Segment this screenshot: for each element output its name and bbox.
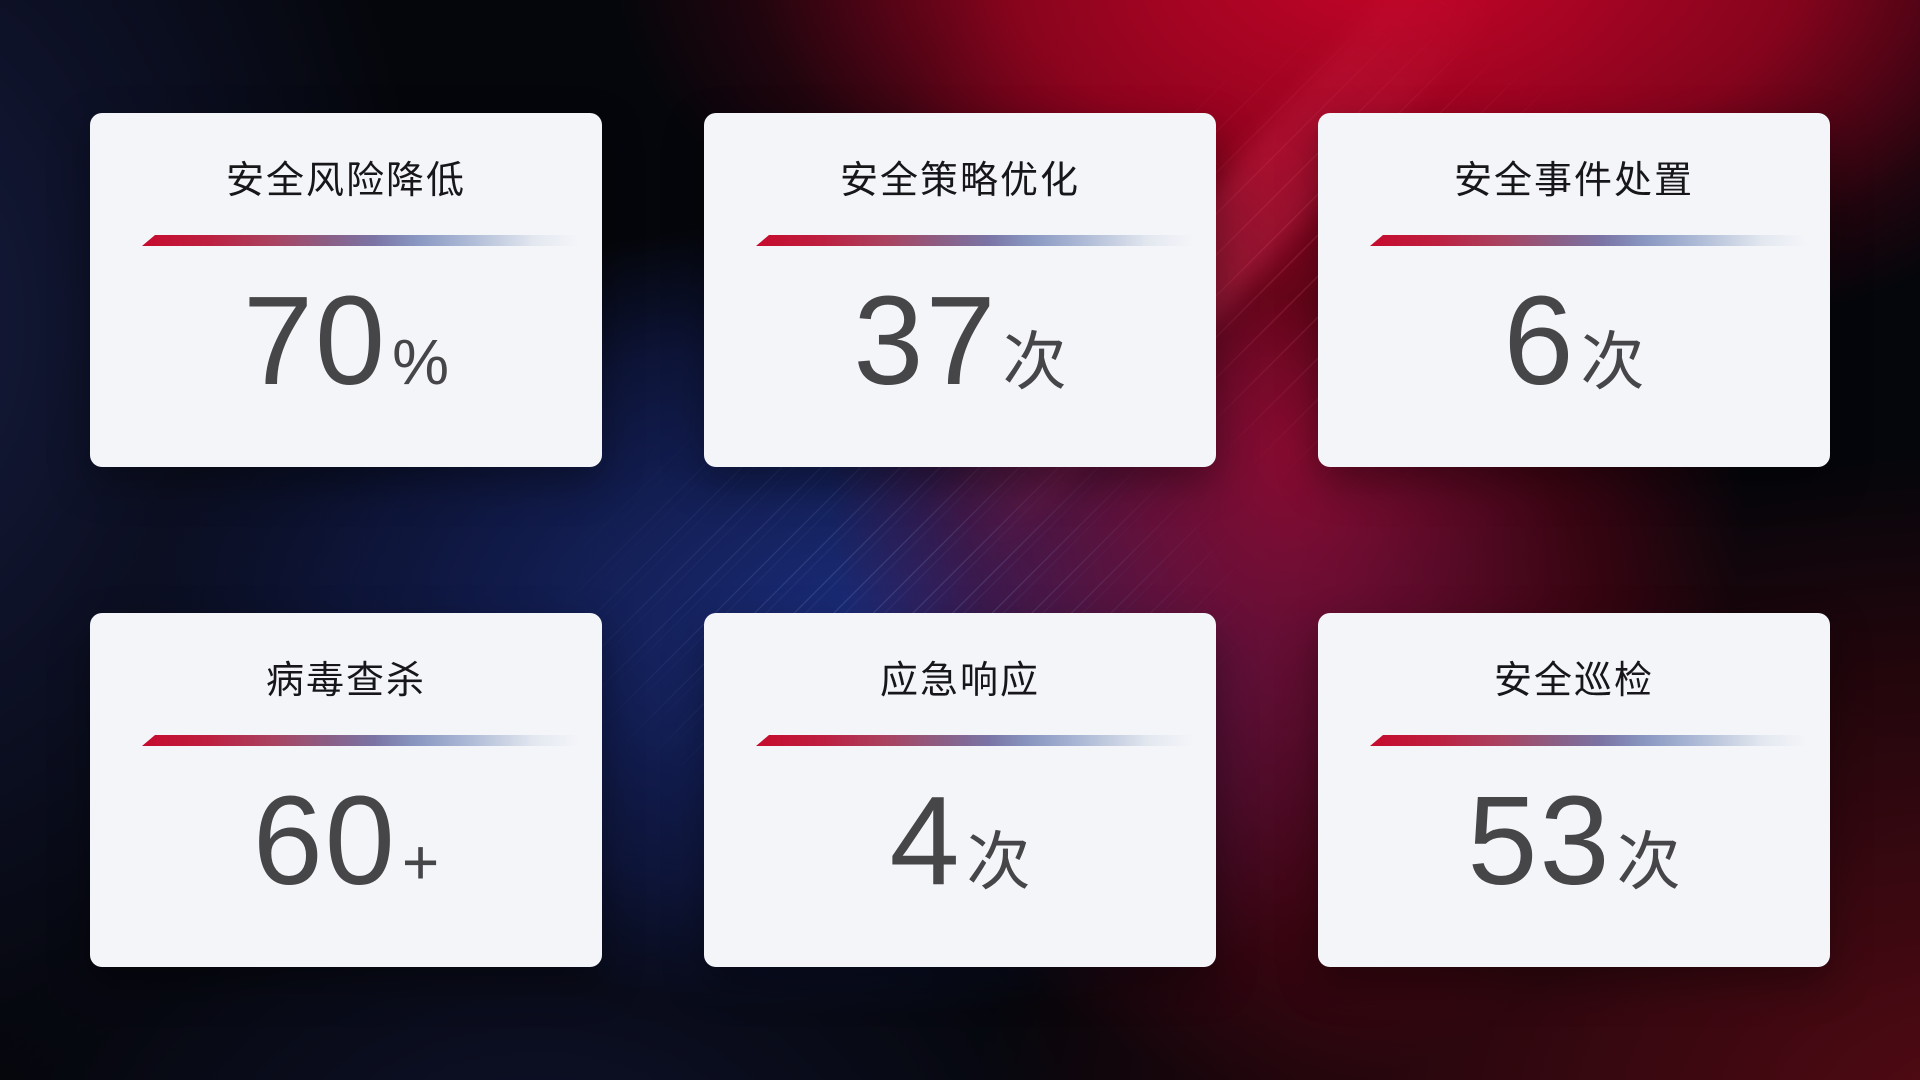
stat-card-policy-optimization: 安全策略优化 37 次: [704, 113, 1216, 467]
card-title: 应急响应: [879, 660, 1040, 702]
accent-divider: [756, 235, 1202, 246]
card-title: 安全巡检: [1493, 660, 1654, 702]
stat-value: 37: [853, 270, 998, 411]
stat-value: 6: [1503, 270, 1576, 411]
accent-divider: [1370, 235, 1816, 246]
stat-value-row: 6 次: [1318, 278, 1830, 404]
stat-card-grid: 安全风险降低 70 % 安全策略优化 37 次 安全事件处置 6 次 病毒查杀 …: [90, 113, 1830, 967]
stat-value-row: 4 次: [704, 778, 1216, 904]
stat-unit: 次: [966, 826, 1031, 898]
stat-value-row: 37 次: [704, 278, 1216, 404]
stat-unit: 次: [1580, 326, 1645, 398]
accent-divider: [756, 735, 1202, 746]
stat-unit: +: [401, 826, 440, 898]
stat-card-security-inspection: 安全巡检 53 次: [1318, 613, 1830, 967]
stat-unit: %: [392, 326, 450, 398]
stat-value-row: 70 %: [90, 278, 602, 404]
card-title: 安全风险降低: [225, 160, 466, 202]
stat-value-row: 60 +: [90, 778, 602, 904]
stat-value: 70: [242, 270, 388, 411]
accent-divider: [142, 235, 588, 246]
accent-divider: [142, 735, 588, 746]
stat-unit: 次: [1002, 326, 1067, 398]
stat-unit: 次: [1616, 826, 1681, 898]
stat-value: 4: [889, 770, 962, 911]
card-title: 安全事件处置: [1453, 160, 1694, 202]
stat-card-emergency-response: 应急响应 4 次: [704, 613, 1216, 967]
card-title: 病毒查杀: [265, 660, 426, 702]
stat-card-incident-handling: 安全事件处置 6 次: [1318, 113, 1830, 467]
accent-divider: [1370, 735, 1816, 746]
stat-card-risk-reduction: 安全风险降低 70 %: [90, 113, 602, 467]
stat-value: 53: [1467, 770, 1612, 911]
stat-value-row: 53 次: [1318, 778, 1830, 904]
card-title: 安全策略优化: [839, 160, 1080, 202]
stat-card-virus-scan: 病毒查杀 60 +: [90, 613, 602, 967]
stat-value: 60: [252, 770, 397, 911]
